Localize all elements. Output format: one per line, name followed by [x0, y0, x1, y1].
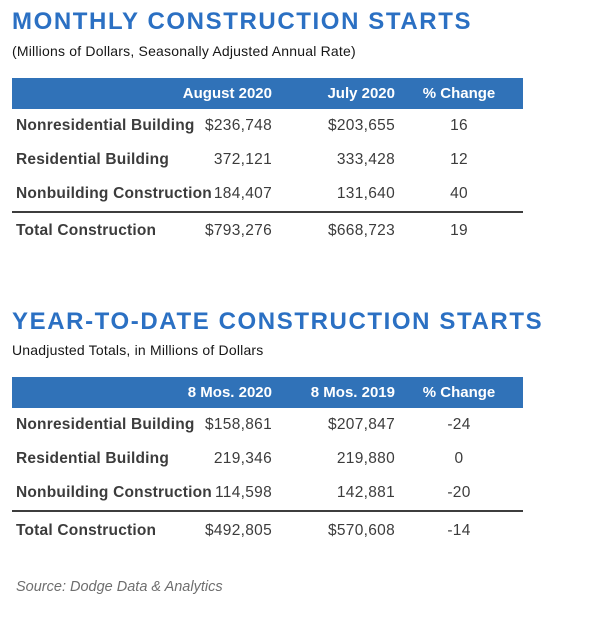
- column-header-pct-change: % Change: [422, 84, 496, 102]
- table-monthly: August 2020 July 2020 % Change Nonreside…: [12, 77, 523, 250]
- cell-value: 219,346: [213, 450, 272, 468]
- cell-value: $158,861: [204, 416, 272, 434]
- table-row: Nonbuilding Construction 184,407 131,640…: [12, 177, 523, 211]
- cell-pct-change: 12: [450, 150, 468, 168]
- table-row: Residential Building 219,346 219,880 0: [12, 442, 523, 476]
- cell-pct-change: -20: [447, 484, 471, 502]
- source-attribution: Source: Dodge Data & Analytics: [16, 579, 223, 596]
- cell-pct-change: -24: [447, 416, 471, 434]
- cell-value: 372,121: [213, 150, 272, 168]
- cell-value: 114,598: [215, 484, 272, 502]
- total-row-label: Total Construction: [16, 521, 157, 539]
- table-total-row: Total Construction $793,276 $668,723 19: [12, 210, 523, 250]
- table-total-row: Total Construction $492,805 $570,608 -14: [12, 510, 523, 549]
- cell-value: 333,428: [336, 150, 395, 168]
- cell-value: 184,407: [213, 184, 272, 202]
- cell-pct-change: 40: [450, 184, 468, 202]
- section-year-to-date: YEAR-TO-DATE CONSTRUCTION STARTS Unadjus…: [12, 308, 600, 550]
- total-cell-pct-change: -14: [447, 521, 471, 539]
- column-header-8mos-2020: 8 Mos. 2020: [187, 384, 272, 402]
- total-row-label: Total Construction: [16, 222, 157, 240]
- cell-value: $236,748: [204, 116, 272, 134]
- row-label: Nonresidential Building: [16, 116, 195, 134]
- table-row: Residential Building 372,121 333,428 12: [12, 143, 523, 177]
- row-label: Nonresidential Building: [16, 416, 195, 434]
- cell-pct-change: 0: [454, 450, 464, 468]
- total-cell-value: $570,608: [327, 521, 395, 539]
- section-title-year-to-date: YEAR-TO-DATE CONSTRUCTION STARTS: [12, 307, 544, 335]
- cell-value: 131,640: [336, 184, 395, 202]
- column-header-august-2020: August 2020: [182, 84, 272, 102]
- row-label: Nonbuilding Construction: [16, 184, 212, 202]
- row-label: Nonbuilding Construction: [16, 484, 212, 502]
- total-cell-value: $793,276: [204, 222, 272, 240]
- column-header-pct-change: % Change: [422, 384, 496, 402]
- table-header-row: August 2020 July 2020 % Change: [12, 77, 523, 109]
- section-subtitle-year-to-date: Unadjusted Totals, in Millions of Dollar…: [12, 342, 264, 359]
- table-row: Nonbuilding Construction 114,598 142,881…: [12, 476, 523, 510]
- total-cell-value: $492,805: [204, 521, 272, 539]
- cell-value: $203,655: [327, 116, 395, 134]
- cell-value: 142,881: [336, 484, 395, 502]
- cell-pct-change: 16: [450, 116, 468, 134]
- table-row: Nonresidential Building $236,748 $203,65…: [12, 109, 523, 143]
- cell-value: 219,880: [336, 450, 395, 468]
- row-label: Residential Building: [16, 150, 169, 168]
- cell-value: $207,847: [327, 416, 395, 434]
- column-header-8mos-2019: 8 Mos. 2019: [310, 384, 395, 402]
- section-subtitle-monthly: (Millions of Dollars, Seasonally Adjuste…: [12, 42, 356, 59]
- total-cell-value: $668,723: [327, 222, 395, 240]
- row-label: Residential Building: [16, 450, 169, 468]
- column-header-july-2020: July 2020: [327, 84, 395, 102]
- table-row: Nonresidential Building $158,861 $207,84…: [12, 408, 523, 442]
- section-monthly: MONTHLY CONSTRUCTION STARTS (Millions of…: [12, 8, 600, 250]
- table-year-to-date: 8 Mos. 2020 8 Mos. 2019 % Change Nonresi…: [12, 377, 523, 549]
- table-header-row: 8 Mos. 2020 8 Mos. 2019 % Change: [12, 377, 523, 409]
- total-cell-pct-change: 19: [450, 222, 468, 240]
- section-title-monthly: MONTHLY CONSTRUCTION STARTS: [12, 8, 473, 35]
